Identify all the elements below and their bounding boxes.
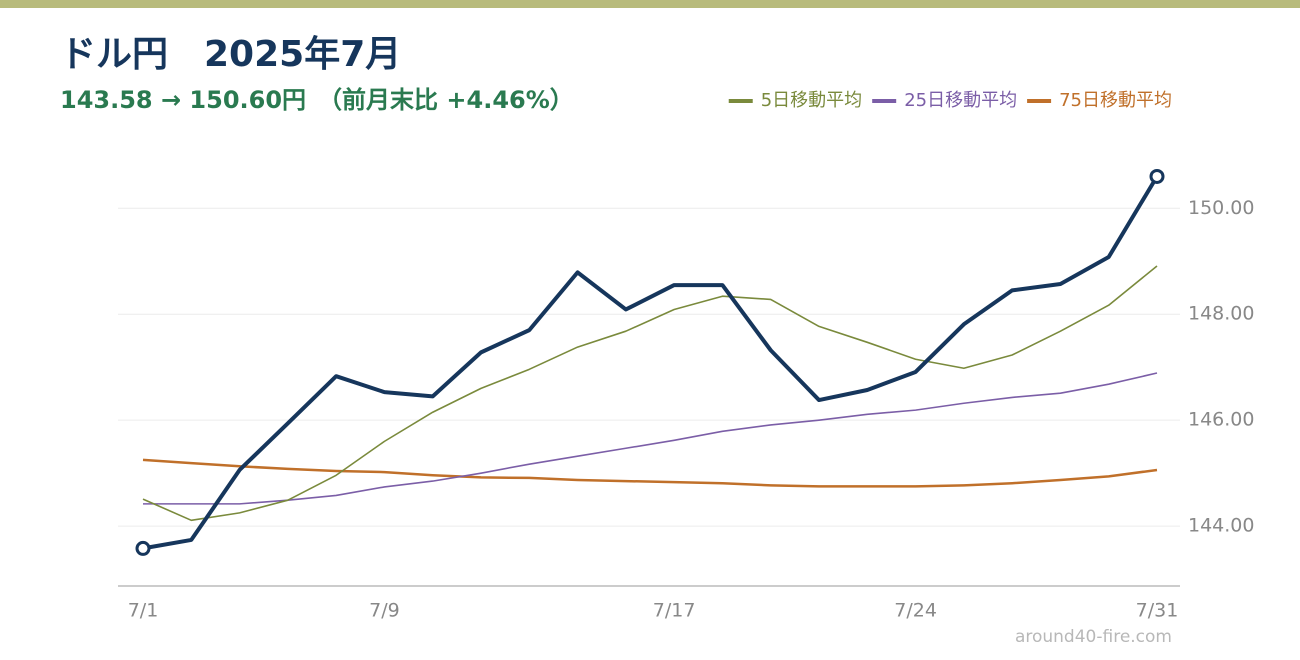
series-line [142,458,1158,488]
end-marker [1149,168,1165,184]
y-tick-label: 148.00 [1188,303,1254,325]
legend-label: 25日移動平均 [904,90,1017,111]
chart-subtitle: 143.58 → 150.60円 （前月末比 +4.46%） [60,86,574,114]
end-marker [135,540,151,556]
watermark: around40-fire.com [1015,627,1172,647]
legend-label: 75日移動平均 [1059,90,1172,111]
x-tick-label: 7/31 [1136,600,1179,622]
chart-title: ドル円 2025年7月 [60,34,401,75]
series-line [142,175,1159,551]
x-tick-label: 7/24 [894,600,937,622]
series-line [142,265,1158,522]
legend-label: 5日移動平均 [761,90,862,111]
y-tick-label: 150.00 [1188,197,1254,219]
x-tick-label: 7/9 [369,600,400,622]
series-line [143,372,1158,505]
y-tick-label: 144.00 [1188,515,1254,537]
y-tick-label: 146.00 [1188,409,1254,431]
top-bar [0,0,1300,8]
x-tick-label: 7/1 [128,600,159,622]
x-tick-label: 7/17 [653,600,696,622]
